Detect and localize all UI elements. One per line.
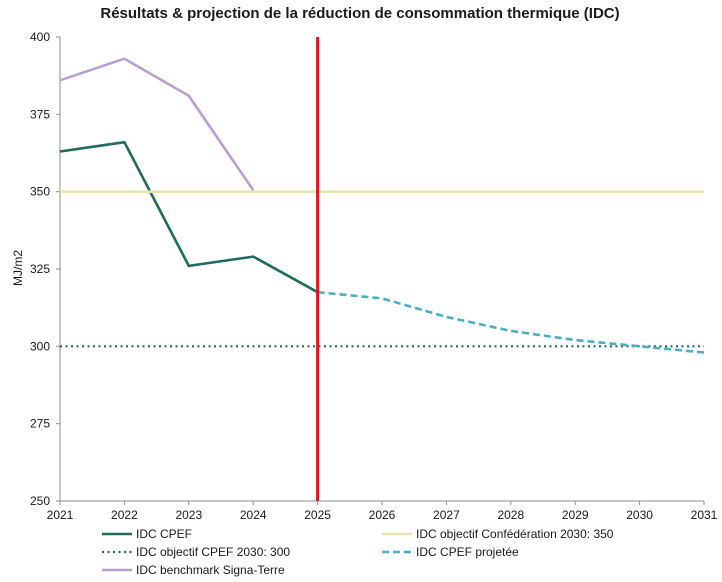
x-tick-label: 2024	[240, 508, 267, 522]
x-tick-label: 2031	[691, 508, 718, 522]
x-tick-label: 2025	[304, 508, 331, 522]
y-tick-label: 300	[30, 339, 50, 353]
legend-label-3: IDC objectif CPEF 2030: 300	[136, 545, 290, 559]
x-tick-label: 2022	[111, 508, 138, 522]
axes: 250 275 300 325 350 375 400 2021 2022 2023 2024 202…	[30, 30, 718, 522]
y-tick-label: 325	[30, 262, 50, 276]
series-line-5	[59, 57, 255, 191]
x-tick-label: 2023	[175, 508, 202, 522]
y-tick-label: 250	[30, 494, 50, 508]
x-tick-label: 2026	[369, 508, 396, 522]
series-line-4	[317, 290, 705, 354]
y-tick-label: 375	[30, 107, 50, 121]
x-tick-label: 2021	[47, 508, 74, 522]
legend-label-5: IDC benchmark Signa-Terre	[136, 563, 285, 577]
series-line-1	[59, 140, 319, 294]
legend-label-4: IDC CPEF projetée	[416, 545, 519, 559]
chart-title: Résultats & projection de la réduction d…	[100, 5, 619, 22]
legend: IDC CPEF IDC objectif Confédération 2030:…	[102, 527, 614, 577]
y-tick-label: 275	[30, 417, 50, 431]
x-tick-label: 2027	[433, 508, 460, 522]
x-tick-label: 2030	[626, 508, 653, 522]
plot-area	[59, 37, 705, 501]
y-tick-label: 400	[30, 30, 50, 44]
legend-label-1: IDC CPEF	[136, 527, 192, 541]
x-tick-label: 2029	[562, 508, 589, 522]
y-tick-label: 350	[30, 185, 50, 199]
y-axis-label: MJ/m2	[11, 250, 25, 286]
x-tick-label: 2028	[497, 508, 524, 522]
legend-label-2: IDC objectif Confédération 2030: 350	[416, 527, 614, 541]
